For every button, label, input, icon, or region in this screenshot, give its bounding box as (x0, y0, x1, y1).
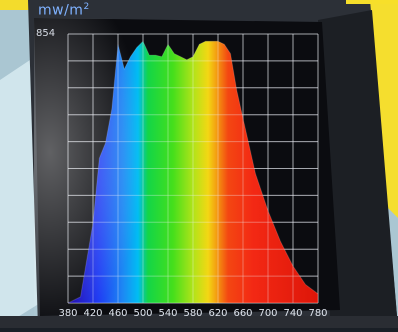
y-max-label: 854 (36, 28, 56, 39)
x-tick-label: 660 (233, 308, 252, 319)
monitor-bezel-edge (318, 10, 398, 328)
x-tick-label: 780 (308, 308, 327, 319)
unit-label: mw/m2 (38, 2, 90, 19)
yellow-accent (346, 0, 398, 4)
x-tick-label: 620 (208, 308, 227, 319)
screen-glare (34, 18, 194, 316)
x-tick-label: 740 (283, 308, 302, 319)
x-tick-label: 700 (258, 308, 277, 319)
yellow-wall-right (370, 0, 398, 218)
bottom-bezel (0, 316, 398, 328)
